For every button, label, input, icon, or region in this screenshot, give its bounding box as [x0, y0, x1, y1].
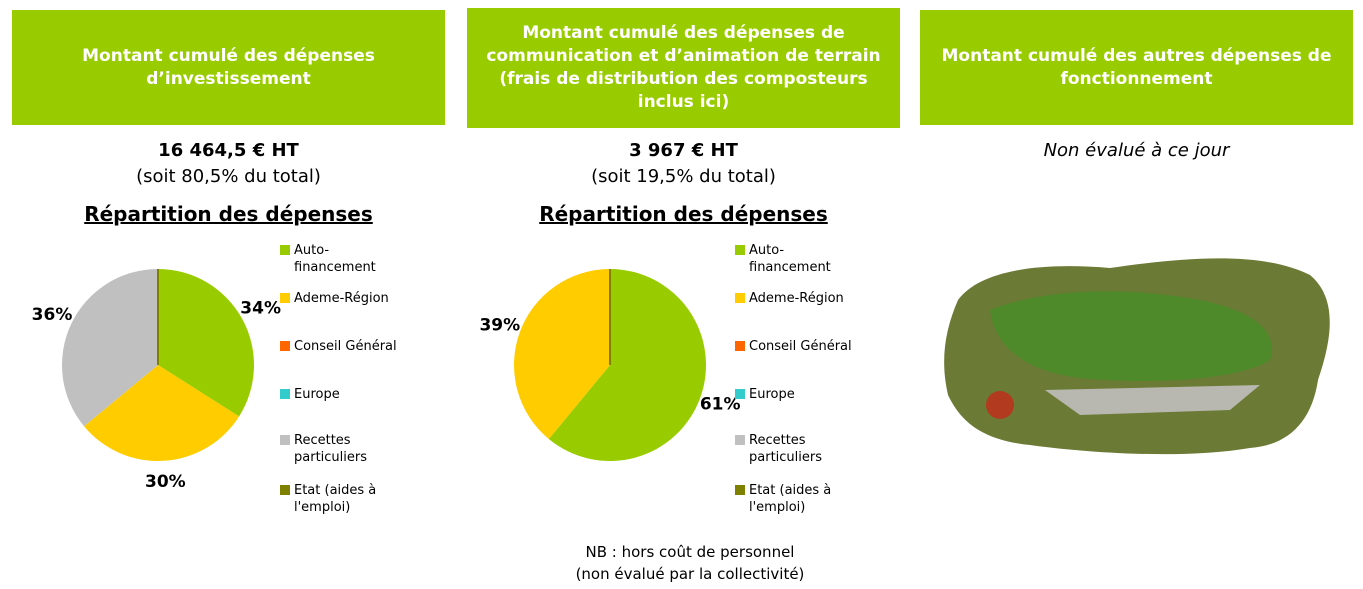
- legend-item: Europe: [735, 386, 861, 403]
- pie-slice: [158, 269, 254, 417]
- legend-swatch: [735, 485, 745, 495]
- pie-slice: [84, 365, 240, 462]
- legend-item: Auto-financement: [735, 242, 861, 276]
- legend-item: Recettes particuliers: [735, 432, 861, 466]
- legend-item: Recettes particuliers: [280, 432, 406, 466]
- data-label: 30%: [145, 472, 186, 492]
- pie-slice: [62, 269, 158, 427]
- legend-item: Europe: [280, 386, 406, 403]
- pie-slice: [514, 269, 610, 439]
- chart-title: Répartition des dépenses: [539, 202, 828, 226]
- panel-header: Montant cumulé des dépenses d’investisse…: [12, 10, 445, 125]
- share: (soit 19,5% du total): [591, 166, 776, 187]
- note: NB : hors coût de personnel: [585, 543, 795, 561]
- legend-item: Ademe-Région: [280, 290, 406, 307]
- amount: 3 967 € HT: [629, 140, 738, 161]
- legend-swatch: [280, 435, 290, 445]
- panel-header: Montant cumulé des dépenses de communica…: [467, 8, 900, 128]
- chart-title: Répartition des dépenses: [84, 202, 373, 226]
- photo-wheel: [986, 391, 1014, 419]
- data-label: 34%: [240, 299, 281, 319]
- legend-swatch: [735, 435, 745, 445]
- note: (non évalué par la collectivité): [575, 565, 805, 583]
- amount: 16 464,5 € HT: [158, 140, 299, 161]
- status: Non évalué à ce jour: [1043, 140, 1230, 161]
- legend-swatch: [280, 293, 290, 303]
- data-label: 36%: [32, 305, 73, 325]
- legend-item: Ademe-Région: [735, 290, 861, 307]
- pie-slice: [548, 269, 706, 462]
- panel-header: Montant cumulé des autres dépenses de fo…: [920, 10, 1353, 125]
- legend-item: Conseil Général: [280, 338, 406, 355]
- legend-item: Etat (aides à l'emploi): [280, 482, 406, 516]
- photo-barrow: [1045, 385, 1260, 415]
- legend-item: Etat (aides à l'emploi): [735, 482, 861, 516]
- share: (soit 80,5% du total): [136, 166, 321, 187]
- legend-swatch: [735, 293, 745, 303]
- legend-swatch: [735, 341, 745, 351]
- legend-item: Auto-financement: [280, 242, 406, 276]
- photo-leaves: [990, 291, 1272, 381]
- legend-swatch: [280, 245, 290, 255]
- data-label: 61%: [700, 395, 741, 415]
- legend-swatch: [280, 389, 290, 399]
- legend-swatch: [735, 389, 745, 399]
- legend-swatch: [735, 245, 745, 255]
- legend-swatch: [280, 485, 290, 495]
- data-label: 39%: [479, 315, 520, 335]
- legend-swatch: [280, 341, 290, 351]
- legend-item: Conseil Général: [735, 338, 861, 355]
